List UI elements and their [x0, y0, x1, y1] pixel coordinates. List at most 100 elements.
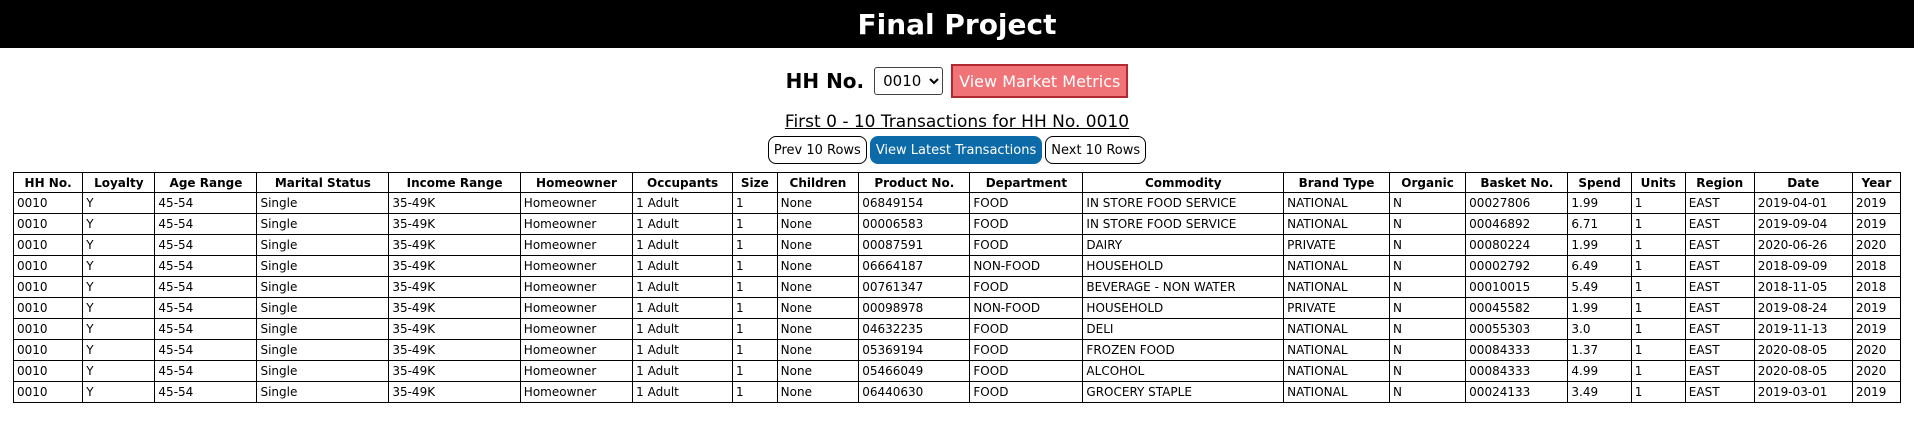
next-10-rows-button[interactable]: Next 10 Rows [1045, 136, 1147, 164]
table-cell: 4.99 [1567, 360, 1632, 382]
table-cell: 5.49 [1567, 276, 1632, 298]
table-cell: NATIONAL [1283, 381, 1390, 403]
table-cell: Y [82, 381, 156, 403]
table-cell: 35-49K [388, 360, 521, 382]
hh-number-label: HH No. [785, 69, 865, 93]
table-cell: 1 [732, 381, 778, 403]
pagination-controls: Prev 10 Rows View Latest Transactions Ne… [0, 136, 1914, 164]
table-cell: NATIONAL [1283, 213, 1390, 235]
table-cell: EAST [1684, 381, 1755, 403]
table-cell: EAST [1684, 276, 1755, 298]
table-cell: ALCOHOL [1082, 360, 1285, 382]
table-cell: 00761347 [858, 276, 971, 298]
table-cell: 45-54 [154, 255, 258, 277]
table-cell: DAIRY [1082, 234, 1285, 256]
column-header: Size [732, 172, 778, 193]
table-cell: Y [82, 234, 156, 256]
table-cell: 1 [732, 255, 778, 277]
table-cell: NON-FOOD [969, 297, 1084, 319]
table-cell: 1 Adult [632, 276, 734, 298]
table-cell: 1 [732, 276, 778, 298]
table-cell: N [1388, 255, 1467, 277]
table-cell: N [1388, 213, 1467, 235]
table-cell: 00010015 [1465, 276, 1569, 298]
table-cell: 1 [732, 297, 778, 319]
table-cell: EAST [1684, 213, 1755, 235]
table-cell: NATIONAL [1283, 192, 1390, 214]
table-cell: 45-54 [154, 381, 258, 403]
table-cell: Single [256, 360, 390, 382]
table-cell: Y [82, 339, 156, 361]
view-market-metrics-button[interactable]: View Market Metrics [951, 64, 1129, 98]
table-cell: Single [256, 255, 390, 277]
table-cell: 3.49 [1567, 381, 1632, 403]
table-cell: Single [256, 213, 390, 235]
table-cell: 06440630 [858, 381, 971, 403]
table-cell: 1 [732, 339, 778, 361]
table-cell: FOOD [969, 360, 1084, 382]
column-header: Year [1851, 172, 1902, 193]
table-row: 0010 Y 45-54 Single 35-49K Homeowner 1 Adult 1 N… [12, 318, 1902, 340]
view-latest-transactions-button[interactable]: View Latest Transactions [869, 136, 1043, 164]
table-cell: 00046892 [1465, 213, 1569, 235]
table-cell: 45-54 [154, 192, 258, 214]
table-cell: 1 [732, 318, 778, 340]
table-cell: 2018 [1851, 276, 1902, 298]
table-cell: 1 [1630, 318, 1686, 340]
table-cell: Y [82, 213, 156, 235]
table-cell: 1 Adult [632, 318, 734, 340]
table-cell: Single [256, 192, 390, 214]
table-cell: 2020 [1851, 339, 1902, 361]
table-cell: 1 [732, 360, 778, 382]
table-cell: None [776, 192, 860, 214]
table-cell: 3.0 [1567, 318, 1632, 340]
table-cell: 1.99 [1567, 234, 1632, 256]
table-cell: 2019 [1851, 213, 1902, 235]
column-header: Loyalty [82, 172, 156, 193]
table-cell: 00002792 [1465, 255, 1569, 277]
table-cell: 0010 [12, 360, 84, 382]
table-cell: EAST [1684, 192, 1755, 214]
table-cell: EAST [1684, 318, 1755, 340]
table-cell: FROZEN FOOD [1082, 339, 1285, 361]
table-cell: FOOD [969, 339, 1084, 361]
column-header: Basket No. [1465, 172, 1569, 193]
table-cell: Homeowner [519, 360, 634, 382]
table-cell: EAST [1684, 234, 1755, 256]
table-cell: 45-54 [154, 360, 258, 382]
column-header: Spend [1567, 172, 1632, 193]
table-cell: 1 Adult [632, 213, 734, 235]
table-cell: 35-49K [388, 213, 521, 235]
table-cell: 0010 [12, 255, 84, 277]
table-cell: 2020 [1851, 234, 1902, 256]
table-cell: BEVERAGE - NON WATER [1082, 276, 1285, 298]
column-header: Date [1753, 172, 1853, 193]
table-cell: 1 Adult [632, 255, 734, 277]
table-cell: NATIONAL [1283, 276, 1390, 298]
table-cell: FOOD [969, 192, 1084, 214]
table-cell: 2020-08-05 [1753, 360, 1853, 382]
column-header: Marital Status [256, 172, 390, 193]
table-cell: Homeowner [519, 255, 634, 277]
table-cell: None [776, 381, 860, 403]
table-header: HH No. Loyalty Age Range Marital Status Inco… [12, 172, 1902, 193]
table-cell: Single [256, 276, 390, 298]
table-cell: GROCERY STAPLE [1082, 381, 1285, 403]
table-cell: Y [82, 255, 156, 277]
table-row: 0010 Y 45-54 Single 35-49K Homeowner 1 Adult 1 N… [12, 192, 1902, 214]
table-cell: EAST [1684, 339, 1755, 361]
prev-10-rows-button[interactable]: Prev 10 Rows [767, 136, 867, 164]
table-row: 0010 Y 45-54 Single 35-49K Homeowner 1 Adult 1 N… [12, 381, 1902, 403]
table-cell: NATIONAL [1283, 360, 1390, 382]
table-cell: 2019 [1851, 297, 1902, 319]
table-cell: 1 [1630, 276, 1686, 298]
table-cell: 35-49K [388, 276, 521, 298]
table-cell: 2019-03-01 [1753, 381, 1853, 403]
table-cell: EAST [1684, 255, 1755, 277]
table-cell: FOOD [969, 276, 1084, 298]
table-cell: 1 [732, 213, 778, 235]
table-cell: NATIONAL [1283, 318, 1390, 340]
page-title: Final Project [857, 7, 1057, 41]
table-cell: Y [82, 360, 156, 382]
hh-number-select[interactable]: 0010 [874, 67, 944, 95]
